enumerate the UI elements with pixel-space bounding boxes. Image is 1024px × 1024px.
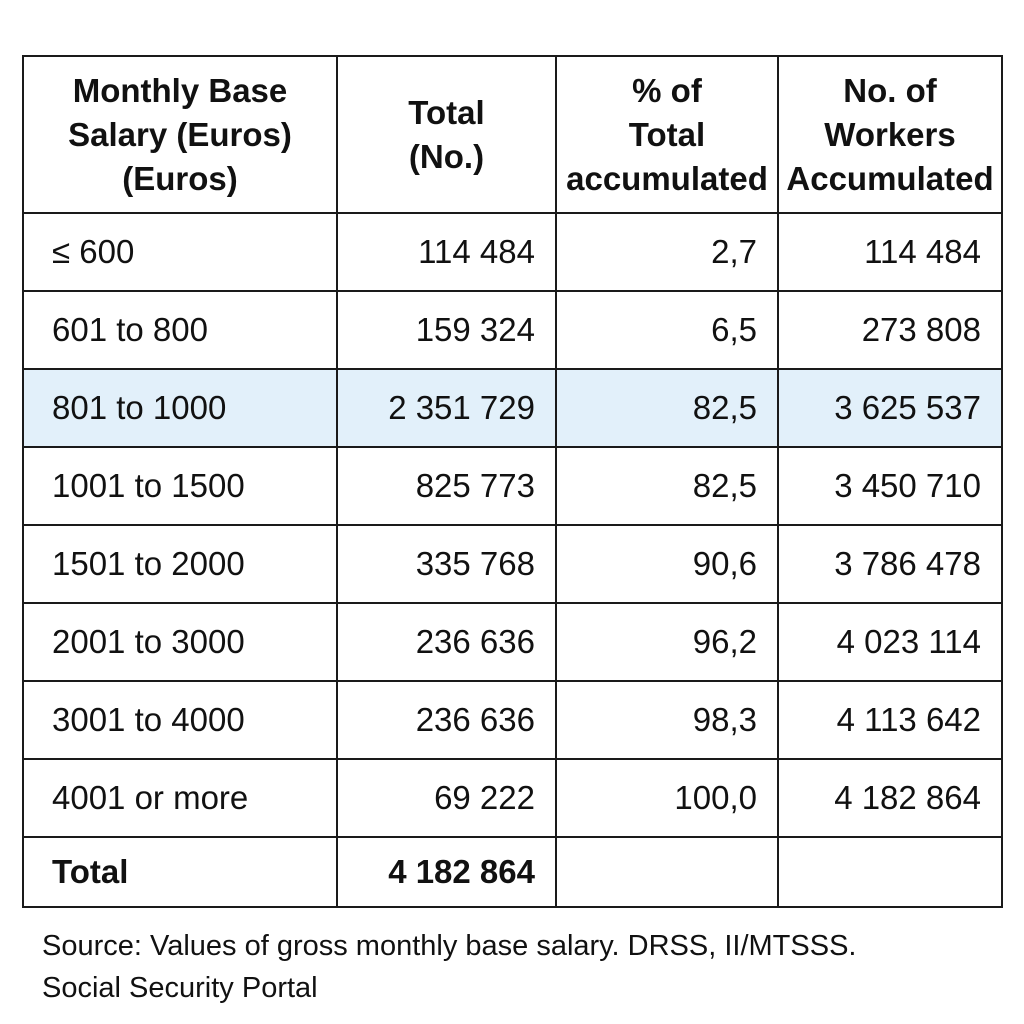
header-line: accumulated — [566, 159, 768, 197]
workers-accumulated-cell: 114 484 — [777, 212, 1003, 292]
header-line: Total — [628, 115, 706, 153]
total-cell: 236 636 — [336, 680, 557, 760]
total-cell: 114 484 — [336, 212, 557, 292]
header-line: No. of — [843, 71, 937, 109]
source-note: Source: Values of gross monthly base sal… — [42, 925, 1002, 1009]
pct-accumulated-cell: 82,5 — [555, 368, 779, 448]
header-line: Workers — [824, 115, 956, 153]
table-row-highlighted: 801 to 1000 2 351 729 82,5 3 625 537 — [22, 368, 1003, 448]
total-cell: 335 768 — [336, 524, 557, 604]
table-row: 3001 to 4000 236 636 98,3 4 113 642 — [22, 680, 1003, 760]
source-line: Social Security Portal — [42, 972, 318, 1004]
total-cell: 2 351 729 — [336, 368, 557, 448]
table-row: 2001 to 3000 236 636 96,2 4 023 114 — [22, 602, 1003, 682]
salary-range-cell: 4001 or more — [22, 758, 338, 838]
salary-range-cell: ≤ 600 — [22, 212, 338, 292]
header-workers-accumulated: No. of Workers Accumulated — [777, 55, 1003, 214]
table-total-row: Total 4 182 864 — [22, 836, 1003, 908]
header-line: Salary (Euros) — [68, 115, 292, 153]
header-pct-total-accumulated: % of Total accumulated — [555, 55, 779, 214]
header-line: Total — [408, 93, 485, 131]
total-label-cell: Total — [22, 836, 338, 908]
workers-accumulated-cell: 3 625 537 — [777, 368, 1003, 448]
table-header-row: Monthly Base Salary (Euros) (Euros) Tota… — [22, 55, 1003, 214]
total-cell: 825 773 — [336, 446, 557, 526]
table-row: 1001 to 1500 825 773 82,5 3 450 710 — [22, 446, 1003, 526]
empty-cell — [777, 836, 1003, 908]
salary-range-cell: 1001 to 1500 — [22, 446, 338, 526]
source-line: Source: Values of gross monthly base sal… — [42, 930, 857, 962]
total-cell: 236 636 — [336, 602, 557, 682]
pct-accumulated-cell: 90,6 — [555, 524, 779, 604]
header-line: (Euros) — [122, 159, 238, 197]
pct-accumulated-cell: 100,0 — [555, 758, 779, 838]
workers-accumulated-cell: 4 182 864 — [777, 758, 1003, 838]
grand-total-cell: 4 182 864 — [336, 836, 557, 908]
pct-accumulated-cell: 2,7 — [555, 212, 779, 292]
total-cell: 159 324 — [336, 290, 557, 370]
empty-cell — [555, 836, 779, 908]
table-row: ≤ 600 114 484 2,7 114 484 — [22, 212, 1003, 292]
salary-range-cell: 1501 to 2000 — [22, 524, 338, 604]
salary-range-cell: 3001 to 4000 — [22, 680, 338, 760]
workers-accumulated-cell: 3 786 478 — [777, 524, 1003, 604]
salary-range-cell: 2001 to 3000 — [22, 602, 338, 682]
total-cell: 69 222 — [336, 758, 557, 838]
pct-accumulated-cell: 98,3 — [555, 680, 779, 760]
salary-range-cell: 801 to 1000 — [22, 368, 338, 448]
table-row: 1501 to 2000 335 768 90,6 3 786 478 — [22, 524, 1003, 604]
pct-accumulated-cell: 96,2 — [555, 602, 779, 682]
salary-range-cell: 601 to 800 — [22, 290, 338, 370]
header-line: Monthly Base — [72, 71, 288, 109]
workers-accumulated-cell: 273 808 — [777, 290, 1003, 370]
pct-accumulated-cell: 6,5 — [555, 290, 779, 370]
table-row: 4001 or more 69 222 100,0 4 182 864 — [22, 758, 1003, 838]
header-line: % of — [632, 71, 702, 109]
workers-accumulated-cell: 3 450 710 — [777, 446, 1003, 526]
header-line: (No.) — [408, 137, 485, 175]
table-row: 601 to 800 159 324 6,5 273 808 — [22, 290, 1003, 370]
workers-accumulated-cell: 4 023 114 — [777, 602, 1003, 682]
salary-distribution-table: Monthly Base Salary (Euros) (Euros) Tota… — [22, 55, 1003, 908]
header-total-no: Total (No.) — [336, 55, 557, 214]
header-line: Accumulated — [786, 159, 994, 197]
workers-accumulated-cell: 4 113 642 — [777, 680, 1003, 760]
header-monthly-base-salary: Monthly Base Salary (Euros) (Euros) — [22, 55, 338, 214]
pct-accumulated-cell: 82,5 — [555, 446, 779, 526]
